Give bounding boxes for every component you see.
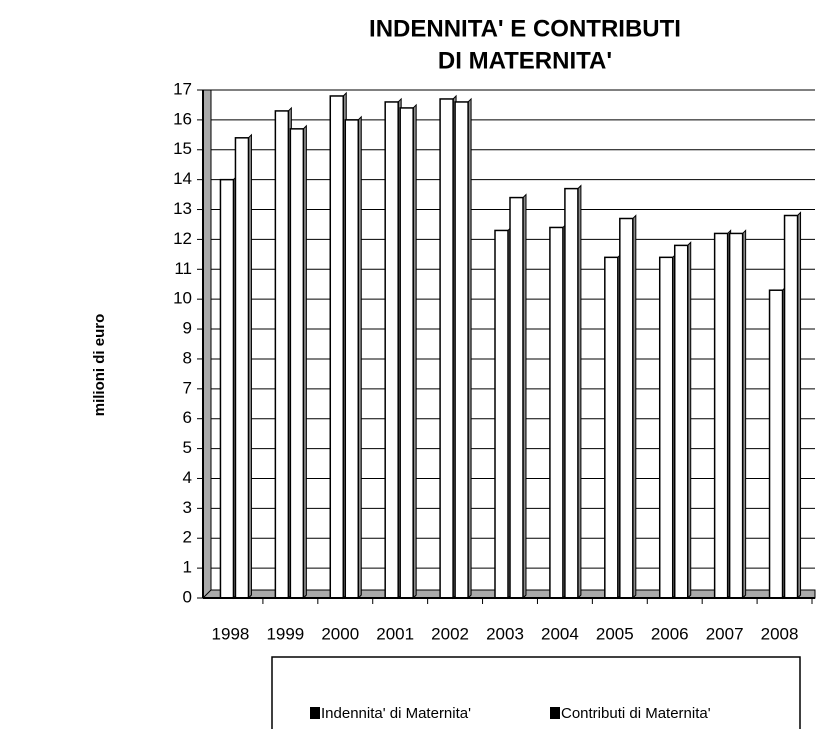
bar (713, 232, 729, 599)
legend-swatch (550, 707, 560, 719)
bar (329, 95, 345, 599)
bar (439, 98, 454, 599)
y-tick-label: 2 (183, 528, 192, 547)
y-tick-label: 7 (183, 378, 192, 397)
x-tick-label: 2004 (541, 624, 579, 643)
legend-box (271, 656, 801, 729)
x-tick-label: 2008 (761, 624, 799, 643)
y-tick-label: 8 (183, 348, 192, 367)
x-tick-label: 1998 (212, 624, 250, 643)
y-tick-label: 13 (173, 199, 192, 218)
bar (564, 187, 579, 599)
bar (344, 119, 360, 599)
x-tick-label: 2007 (706, 624, 744, 643)
bar (783, 214, 799, 599)
bar (234, 137, 250, 599)
bar (384, 101, 399, 599)
bar (219, 178, 235, 599)
bar (494, 229, 509, 599)
x-tick-label: 2001 (376, 624, 414, 643)
bar (768, 289, 784, 599)
y-tick-label: 10 (173, 289, 192, 308)
chart-title: INDENNITA' E CONTRIBUTI (369, 15, 681, 42)
bar (728, 232, 744, 599)
y-tick-label: 4 (183, 468, 192, 487)
x-tick-label: 1999 (266, 624, 304, 643)
legend-label: Indennita' di Maternita' (321, 705, 471, 722)
legend-label: Contributi di Maternita' (561, 705, 711, 722)
y-tick-label: 3 (183, 498, 192, 517)
y-tick-label: 9 (183, 319, 192, 338)
y-tick-label: 6 (183, 408, 192, 427)
chart-subtitle: DI MATERNITA' (438, 47, 612, 74)
x-tick-label: 2005 (596, 624, 634, 643)
bar (658, 256, 674, 599)
x-tick-label: 2002 (431, 624, 469, 643)
bar (454, 101, 469, 599)
y-tick-label: 12 (173, 229, 192, 248)
legend-swatch (310, 707, 320, 719)
x-tick-label: 2003 (486, 624, 524, 643)
bar (399, 107, 414, 599)
y-tick-label: 0 (183, 587, 192, 606)
y-tick-label: 5 (183, 438, 192, 457)
side-wall (202, 89, 212, 599)
bar (673, 244, 689, 599)
bar (604, 256, 619, 599)
bar (289, 128, 305, 599)
bar (509, 196, 524, 599)
bar (619, 217, 634, 599)
y-tick-label: 17 (173, 79, 192, 98)
x-tick-label: 2000 (321, 624, 359, 643)
y-tick-label: 14 (173, 169, 192, 188)
y-axis-label: milioni di euro (91, 314, 108, 417)
y-tick-label: 1 (183, 558, 192, 577)
x-tick-label: 2006 (651, 624, 689, 643)
y-tick-label: 11 (174, 259, 192, 278)
bar (274, 110, 290, 599)
y-tick-label: 16 (173, 109, 192, 128)
bar (549, 226, 564, 599)
y-tick-label: 15 (173, 139, 192, 158)
